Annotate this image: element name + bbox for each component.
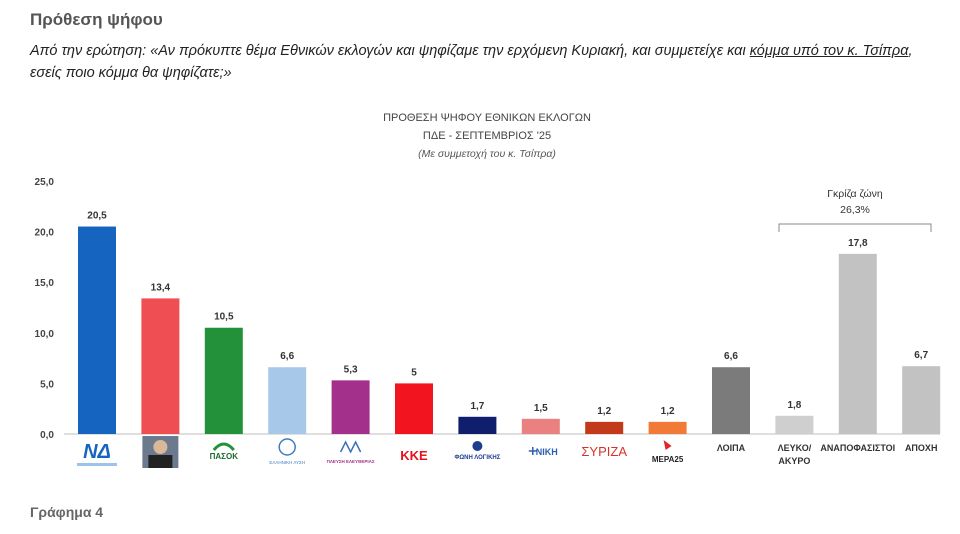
bar: [78, 226, 116, 434]
grey-zone-title: Γκρίζα ζώνη: [827, 188, 883, 200]
party-logo: ΜΕΡΑ25: [652, 440, 684, 464]
elliniki-lysi-logo-text: ΕΛΛΗΝΙΚΗ ΛΥΣΗ: [269, 460, 305, 465]
chart-title: ΠΡΟΘΕΣΗ ΨΗΦΟΥ ΕΘΝΙΚΩΝ ΕΚΛΟΓΩΝ: [383, 112, 591, 124]
category-label: ΑΝΑΠΟΦΑΣΙΣΤΟΙ: [820, 443, 895, 453]
niki-cross-icon: [528, 447, 537, 455]
party-logo: ΚΚΕ: [400, 448, 428, 463]
pasok-logo-text: ΠΑΣΟΚ: [210, 452, 239, 461]
party-logo: ΦΩΝΗ ΛΟΓΙΚΗΣ: [454, 441, 501, 461]
data-label: 20,5: [87, 211, 107, 222]
data-label: 17,8: [848, 238, 868, 249]
bar: [712, 367, 750, 434]
bar: [521, 418, 560, 434]
bars-group: 20,5 ΝΔ 13,4 10,5 ΠΑΣΟΚ 6,6 ΕΛΛΗΝΙΚΗ ΛΥΣΗ 5,3 ΠΛ…: [77, 211, 941, 468]
grey-zone-value: 26,3%: [840, 204, 870, 216]
page-title: Πρόθεση ψήφου: [30, 10, 163, 29]
party-logo: ΕΛΛΗΝΙΚΗ ΛΥΣΗ: [269, 438, 305, 465]
data-label: 1,5: [534, 403, 548, 414]
survey-question: Από την ερώτηση: «Αν πρόκυπτε θέμα Εθνικ…: [30, 40, 935, 84]
data-label: 13,4: [151, 282, 171, 293]
category-label: ΑΚΥΡΟ: [778, 456, 810, 466]
pasok-sun-icon: [212, 442, 235, 452]
data-label: 5: [411, 367, 417, 378]
bar: [775, 415, 814, 434]
category-label: ΛΟΙΠΑ: [717, 443, 746, 453]
data-label: 1,8: [787, 400, 801, 411]
y-tick-label: 25,0: [35, 177, 55, 188]
chart-subtitle: ΠΔΕ - ΣΕΠΤΕΜΒΡΙΟΣ '25: [423, 130, 551, 142]
foni-logikis-logo-text: ΦΩΝΗ ΛΟΓΙΚΗΣ: [454, 455, 500, 461]
category-label: ΑΠΟΧΗ: [905, 443, 938, 453]
y-tick-label: 5,0: [40, 379, 54, 390]
figure-caption: Γράφημα 4: [30, 504, 104, 520]
syriza-logo-text: ΣΥΡΙΖΑ: [581, 444, 627, 459]
bar: [141, 298, 180, 434]
y-tick-label: 15,0: [35, 278, 55, 289]
nd-logo-underline: [77, 463, 117, 466]
question-text: Από την ερώτηση: «Αν πρόκυπτε θέμα Εθνικ…: [30, 43, 750, 59]
y-tick-label: 10,0: [35, 329, 55, 340]
kke-logo-text: ΚΚΕ: [400, 448, 428, 463]
bar: [204, 327, 243, 434]
party-logo: [142, 436, 179, 468]
bar: [268, 367, 307, 434]
data-label: 1,2: [661, 406, 675, 417]
question-text-end: , εσείς ποιο κόμμα θα ψηφίζατε;»: [30, 43, 913, 81]
grey-zone-annotation: Γκρίζα ζώνη 26,3%: [778, 188, 932, 232]
bar: [395, 383, 433, 434]
bar: [648, 421, 687, 434]
mera25-arrow-icon: [663, 440, 672, 450]
nd-logo-mark: ΝΔ: [83, 441, 111, 463]
question-underlined-text: κόμμα υπό τον κ. Τσίπρα: [749, 43, 909, 59]
data-label: 1,7: [470, 401, 484, 412]
party-logo: ΠΑΣΟΚ: [210, 442, 239, 461]
party-logo: ΝΙΚΗ: [528, 447, 558, 457]
party-logo: ΝΔ: [77, 441, 117, 466]
niki-logo-text: ΝΙΚΗ: [536, 447, 558, 457]
plefsi-ship-icon: [339, 440, 362, 454]
elliniki-lysi-emblem-icon: [278, 438, 296, 456]
y-tick-label: 20,0: [35, 228, 55, 239]
bar: [902, 366, 941, 434]
bar: [838, 253, 877, 434]
mera25-logo-text: ΜΕΡΑ25: [652, 455, 684, 464]
data-label: 5,3: [344, 364, 358, 375]
bar: [458, 416, 497, 434]
party-logo: ΠΛΕΥΣΗ ΕΛΕΥΘΕΡΙΑΣ: [327, 440, 375, 464]
data-label: 6,7: [914, 350, 928, 361]
data-label: 6,6: [724, 351, 738, 362]
party-logo: ΣΥΡΙΖΑ: [581, 444, 627, 459]
portrait-face: [153, 440, 168, 454]
bar: [331, 380, 370, 434]
category-label: ΛΕΥΚΟ/: [778, 443, 812, 453]
data-label: 10,5: [214, 312, 234, 323]
chart-note: (Με συμμετοχή του κ. Τσίπρα): [418, 148, 556, 160]
y-tick-label: 0,0: [40, 430, 54, 441]
data-label: 6,6: [280, 351, 294, 362]
data-label: 1,2: [597, 406, 611, 417]
portrait-suit: [148, 455, 173, 468]
bar: [585, 421, 624, 434]
plefsi-logo-text: ΠΛΕΥΣΗ ΕΛΕΥΘΕΡΙΑΣ: [327, 459, 375, 464]
foni-logikis-emblem-icon: [472, 441, 483, 451]
grey-zone-bracket: [778, 223, 932, 232]
